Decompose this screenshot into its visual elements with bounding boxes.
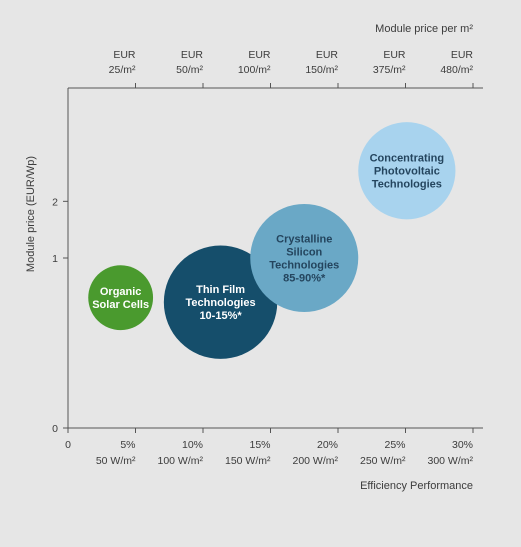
y-axis-title: Module price (EUR/Wp) — [25, 156, 37, 272]
bubble-1 — [163, 245, 278, 359]
y-tick-label-1: 1 — [52, 253, 58, 265]
bubble-label-2-2: Technologies — [269, 260, 339, 272]
x-tick-label-0: 0 — [65, 439, 71, 451]
y-tick-label-0: 0 — [52, 423, 58, 435]
top-tick-label-0: EUR — [113, 49, 136, 61]
bubble-label-3-1: Photovoltaic — [374, 166, 440, 178]
top-tick-label-3: EUR — [316, 49, 339, 61]
x-tick-sublabel-3: 150 W/m² — [225, 455, 271, 467]
x-tick-label-6: 30% — [452, 439, 473, 451]
x-tick-sublabel-6: 300 W/m² — [427, 455, 473, 467]
x-tick-sublabel-5: 250 W/m² — [360, 455, 406, 467]
top-tick-sublabel-5: 480/m² — [440, 64, 473, 76]
x-tick-sublabel-2: 100 W/m² — [157, 455, 203, 467]
bubble-label-1-1: Technologies — [186, 297, 256, 309]
bubble-label-2-3: 85-90%* — [283, 273, 326, 285]
top-tick-label-2: EUR — [248, 49, 271, 61]
bubble-label-3-0: Concentrating — [370, 153, 445, 165]
x-tick-sublabel-4: 200 W/m² — [292, 455, 338, 467]
top-tick-sublabel-0: 25/m² — [109, 64, 136, 76]
x-tick-label-4: 20% — [317, 439, 338, 451]
x-axis-title: Efficiency Performance — [360, 480, 473, 492]
top-tick-sublabel-1: 50/m² — [176, 64, 203, 76]
top-axis-title: Module price per m² — [375, 23, 473, 35]
bubble-label-1-0: Thin Film — [196, 284, 245, 296]
ticks-layer: 0 1 2 0 5% 50 W/m² 10% 100 W/m² 15% 150 W/m² 20% 20… — [52, 49, 474, 467]
y-tick-label-2: 2 — [52, 196, 58, 208]
x-tick-label-5: 25% — [384, 439, 405, 451]
top-tick-sublabel-4: 375/m² — [373, 64, 406, 76]
top-tick-label-1: EUR — [181, 49, 204, 61]
bubble-0 — [88, 265, 154, 331]
x-tick-sublabel-1: 50 W/m² — [96, 455, 136, 467]
top-tick-label-4: EUR — [383, 49, 406, 61]
x-tick-label-2: 10% — [182, 439, 203, 451]
bubble-label-0-1: Solar Cells — [92, 299, 149, 311]
bubble-2 — [250, 204, 359, 312]
top-tick-label-5: EUR — [451, 49, 474, 61]
bubble-label-1-2: 10-15%* — [199, 310, 242, 322]
bubble-label-0-0: Organic — [100, 286, 142, 298]
x-tick-label-3: 15% — [249, 439, 270, 451]
top-tick-sublabel-3: 150/m² — [305, 64, 338, 76]
bubble-label-2-0: Crystalline — [276, 234, 332, 246]
bubble-label-3-2: Technologies — [372, 179, 442, 191]
bubble-3 — [358, 122, 456, 220]
top-tick-sublabel-2: 100/m² — [238, 64, 271, 76]
x-tick-label-1: 5% — [120, 439, 135, 451]
bubble-label-2-1: Silicon — [286, 247, 322, 259]
